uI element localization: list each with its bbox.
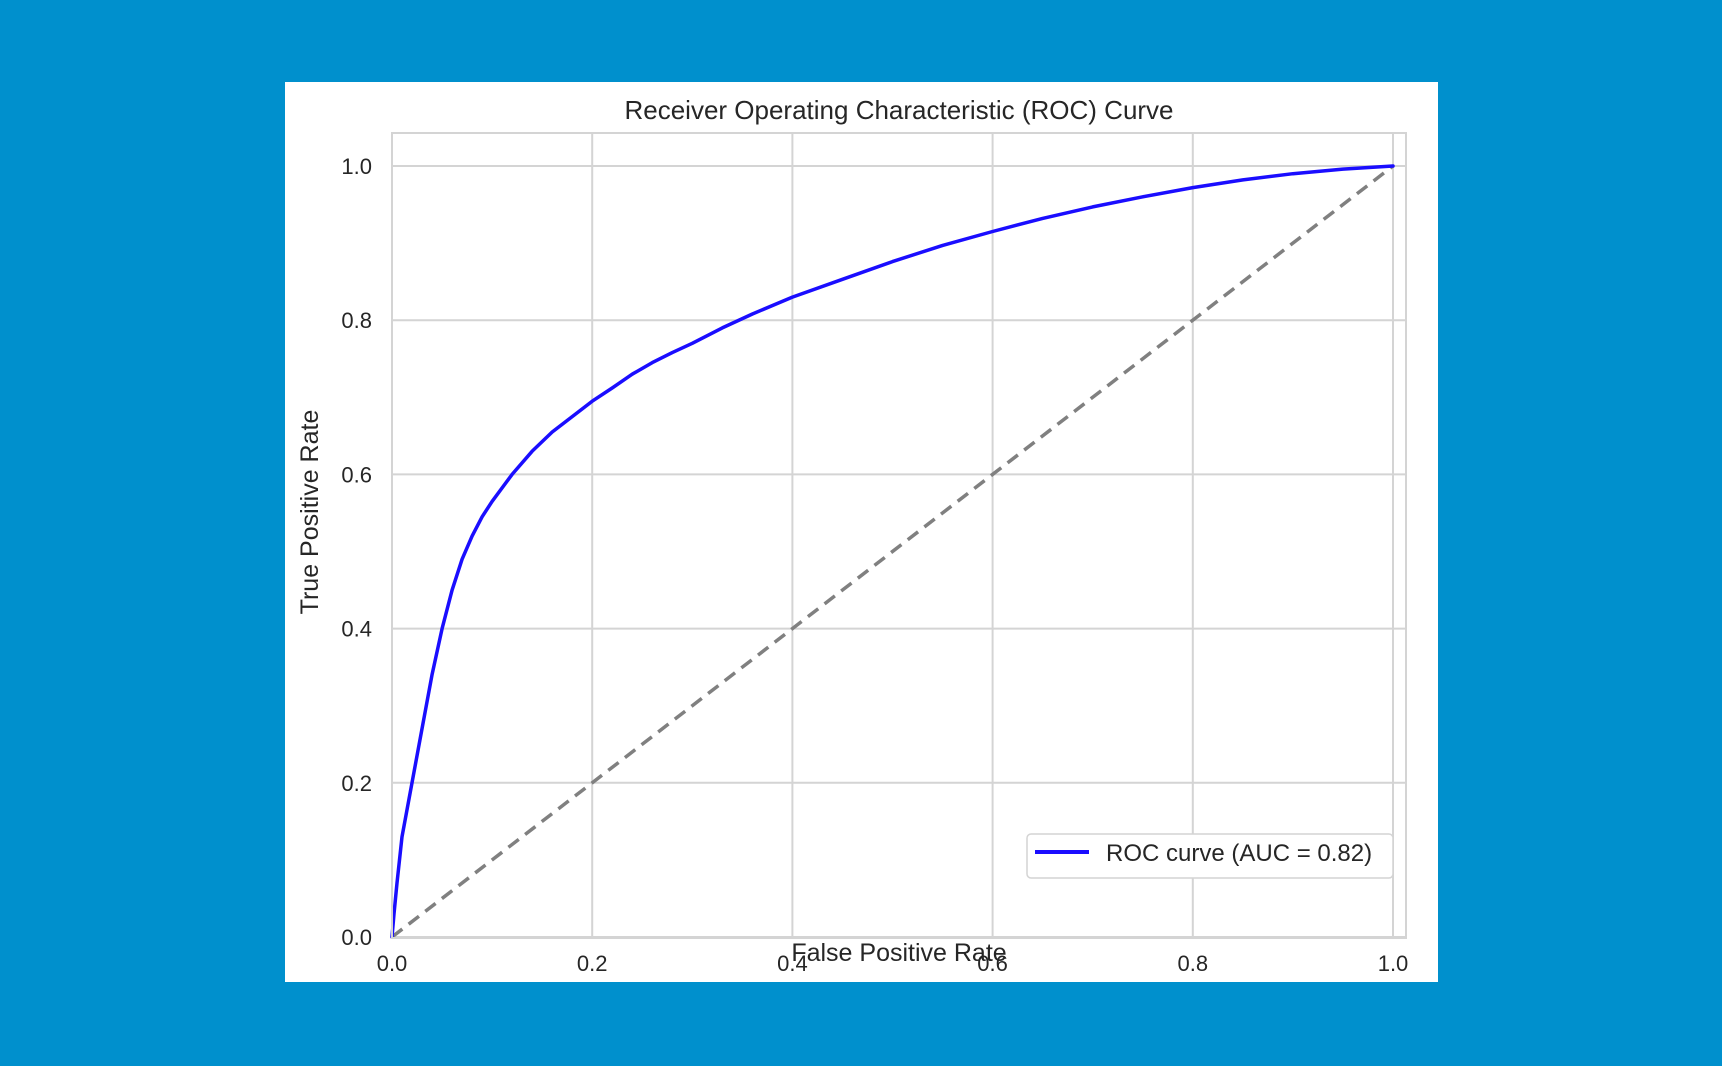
x-tick-label: 0.0 (377, 951, 408, 976)
grid (391, 133, 1406, 938)
x-axis-label: False Positive Rate (791, 939, 1006, 967)
y-tick-label: 0.8 (341, 308, 372, 333)
y-tick-label: 0.4 (341, 617, 372, 642)
x-tick-label: 0.4 (777, 951, 808, 976)
chart-figure: Receiver Operating Characteristic (ROC) … (285, 82, 1438, 982)
x-tick-label: 0.2 (577, 951, 608, 976)
y-tick-label: 1.0 (341, 154, 372, 179)
y-tick-label: 0.0 (341, 925, 372, 950)
plot-frame (391, 132, 1407, 939)
y-tick-label: 0.6 (341, 462, 372, 487)
x-tick-label: 0.6 (977, 951, 1008, 976)
chart-title: Receiver Operating Characteristic (ROC) … (624, 95, 1173, 125)
x-tick-label: 1.0 (1378, 951, 1409, 976)
legend: ROC curve (AUC = 0.82) (1026, 833, 1394, 879)
legend-box (1026, 833, 1394, 879)
x-tick-label: 0.8 (1178, 951, 1209, 976)
y-tick-label: 0.2 (341, 771, 372, 796)
y-axis-label: True Positive Rate (296, 410, 324, 615)
legend-label-roc: ROC curve (AUC = 0.82) (1106, 840, 1372, 867)
plot-lines (390, 164, 1395, 939)
y-tick-labels: 0.0 0.2 0.4 0.6 0.8 1.0 (341, 154, 372, 950)
roc-chart: Receiver Operating Characteristic (ROC) … (296, 95, 1409, 976)
roc-curve-line (390, 164, 1395, 939)
random-baseline-line (390, 164, 1395, 939)
x-tick-labels: 0.0 0.2 0.4 0.6 0.8 1.0 (377, 951, 1409, 976)
